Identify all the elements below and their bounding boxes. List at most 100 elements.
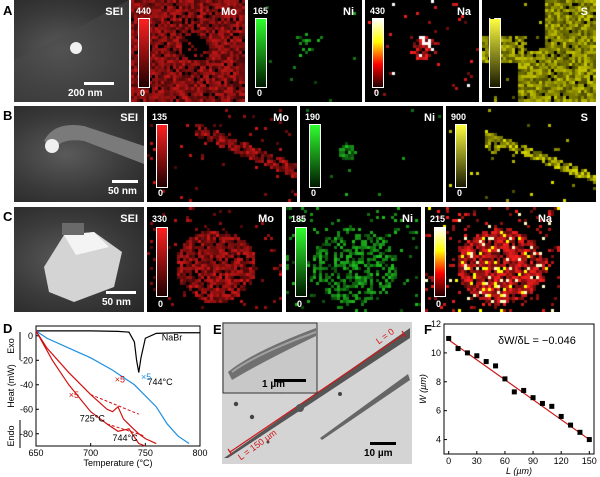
colorbar-max-a-ni: 165 bbox=[253, 6, 269, 16]
series-line-d-1 bbox=[35, 330, 190, 445]
map-c-na: Na 215 0 bbox=[425, 207, 560, 312]
optical-image-e: 1 µm L = 0 L = 150 µm 10 µm bbox=[222, 322, 412, 464]
plot-frame-d bbox=[35, 325, 201, 447]
slope-annotation: δW/δL = −0.046 bbox=[498, 335, 576, 347]
annotation-d-5: ×5 bbox=[141, 372, 151, 382]
annotation-d-2: 725°C bbox=[80, 414, 106, 424]
colorbar-c-mo bbox=[156, 227, 168, 297]
main-scale-text: 10 µm bbox=[364, 448, 393, 459]
data-point-f bbox=[568, 422, 574, 428]
data-point-f bbox=[586, 437, 592, 443]
annotation-d-3: 744°C bbox=[113, 433, 139, 443]
microbelt-drawing bbox=[222, 322, 410, 458]
x-tick-label-d: 650 bbox=[28, 448, 43, 458]
colorbar-min-a-s: 0 bbox=[491, 88, 497, 98]
element-label-b-s: S bbox=[580, 112, 588, 124]
annotation-d-4: ×5 bbox=[115, 374, 125, 384]
annotation-d-0: NaBr bbox=[162, 333, 183, 343]
y-tick-label-f: 10 bbox=[431, 348, 441, 358]
y-tick-label-f: 4 bbox=[436, 435, 441, 445]
endo-label: Endo bbox=[6, 425, 16, 446]
sem-label-a: SEI bbox=[105, 6, 123, 18]
colorbar-max-c-ni: 185 bbox=[291, 214, 307, 224]
colorbar-b-s bbox=[455, 124, 467, 188]
data-point-f bbox=[493, 363, 499, 369]
data-point-f bbox=[539, 400, 545, 406]
sem-image-a: SEI 200 nm bbox=[14, 0, 129, 102]
colorbar-min-b-s: 0 bbox=[457, 188, 463, 198]
data-point-f bbox=[521, 387, 527, 393]
y-tick-label-f: 12 bbox=[431, 319, 441, 329]
x-tick-label-f: 60 bbox=[500, 456, 510, 466]
data-point-f bbox=[549, 403, 555, 409]
x-axis-label-f: L (µm) bbox=[506, 466, 532, 476]
colorbar-min-a-ni: 0 bbox=[257, 88, 263, 98]
colorbar-a-s bbox=[489, 18, 501, 88]
baseline-dash-2 bbox=[106, 423, 146, 437]
element-label-a-s: S bbox=[580, 6, 588, 18]
element-label-c-mo: Mo bbox=[258, 213, 274, 225]
panel-letter-c: C bbox=[3, 209, 13, 224]
colorbar-max-c-mo: 330 bbox=[152, 214, 168, 224]
element-label-a-mo: Mo bbox=[221, 6, 237, 18]
y-tick-label-d: -20 bbox=[20, 355, 33, 365]
data-point-f bbox=[483, 359, 489, 365]
width-vs-length-chart: 0 30 60 90 120 150 4 6 8 10 12 L (µm) W (µm) δW/δL = … bbox=[418, 319, 597, 476]
colorbar-min-c-mo: 0 bbox=[158, 299, 164, 309]
map-a-mo: Mo 440 0 bbox=[131, 0, 245, 102]
colorbar-max-a-s: 2 × 10³ bbox=[490, 12, 516, 21]
element-label-c-ni: Ni bbox=[402, 213, 413, 225]
x-axis-label-d: Temperature (°C) bbox=[83, 458, 152, 468]
data-point-f bbox=[502, 376, 508, 382]
panel-letter-f: F bbox=[424, 322, 432, 337]
map-b-mo: Mo 135 0 bbox=[147, 106, 297, 202]
colorbar-max-c-na: 215 bbox=[430, 214, 446, 224]
element-label-c-na: Na bbox=[537, 213, 552, 225]
colorbar-b-ni bbox=[309, 124, 321, 188]
colorbar-c-na bbox=[434, 227, 446, 297]
data-point-f bbox=[558, 413, 564, 419]
y-tick-label-f: 6 bbox=[436, 406, 441, 416]
series-line-d-0 bbox=[36, 330, 200, 373]
sem-nanowire-b bbox=[44, 125, 144, 164]
map-a-ni: Ni 165 0 bbox=[248, 0, 362, 102]
element-label-b-mo: Mo bbox=[273, 112, 289, 124]
x-tick-label-f: 120 bbox=[554, 456, 569, 466]
colorbar-c-ni bbox=[295, 227, 307, 297]
scale-text-a: 200 nm bbox=[68, 88, 103, 99]
colorbar-max-b-s: 900 bbox=[451, 112, 467, 122]
sem-image-b: SEI 50 nm bbox=[14, 106, 144, 202]
map-c-ni: Ni 185 0 bbox=[286, 207, 421, 312]
panel-letter-a: A bbox=[3, 3, 13, 18]
y-axis-label-f: W (µm) bbox=[418, 374, 428, 404]
data-point-f bbox=[455, 346, 461, 352]
colorbar-min-a-na: 0 bbox=[374, 88, 380, 98]
y-axis-label-d: Heat (mW) bbox=[6, 364, 16, 408]
panel-letter-d: D bbox=[3, 321, 13, 336]
element-label-a-ni: Ni bbox=[343, 6, 354, 18]
y-tick-label-f: 8 bbox=[436, 377, 441, 387]
exo-label: Exo bbox=[6, 338, 16, 354]
colorbar-min-c-na: 0 bbox=[436, 299, 442, 309]
x-tick-label-f: 30 bbox=[472, 456, 482, 466]
x-tick-label-d: 750 bbox=[138, 448, 153, 458]
sem-particle-a bbox=[14, 0, 129, 102]
x-tick-label-d: 800 bbox=[192, 448, 207, 458]
y-tick-label-d: -80 bbox=[20, 429, 33, 439]
x-tick-label-f: 150 bbox=[582, 456, 597, 466]
annotation-d-1: 744°C bbox=[148, 377, 174, 387]
series-line-d-2 bbox=[35, 330, 157, 445]
map-b-ni: Ni 190 0 bbox=[300, 106, 443, 202]
colorbar-max-a-mo: 440 bbox=[136, 6, 152, 16]
data-point-f bbox=[474, 353, 480, 359]
data-point-f bbox=[446, 335, 452, 341]
x-tick-label-d: 700 bbox=[83, 448, 98, 458]
y-tick-label-d: 0 bbox=[28, 331, 33, 341]
data-point-f bbox=[577, 429, 583, 435]
colorbar-max-b-ni: 190 bbox=[305, 112, 321, 122]
panel-letter-b: B bbox=[3, 108, 13, 123]
scale-bar-b bbox=[112, 180, 138, 183]
sem-label-b: SEI bbox=[120, 112, 138, 124]
map-c-mo: Mo 330 0 bbox=[147, 207, 282, 312]
scale-bar-a bbox=[84, 82, 114, 85]
